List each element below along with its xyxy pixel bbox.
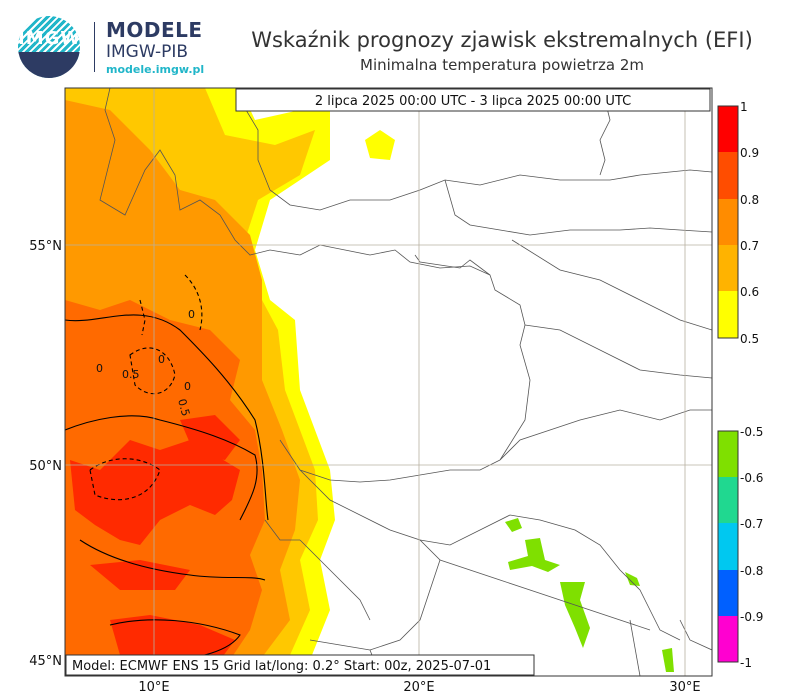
page-subtitle: Minimalna temperatura powietrza 2m <box>360 56 644 74</box>
contour-label: 0 <box>184 380 191 393</box>
colorbar-label: -0.8 <box>740 564 763 578</box>
logo-divider <box>94 22 95 72</box>
page-title: Wskaźnik prognozy zjawisk ekstremalnych … <box>251 28 753 52</box>
model-info: Model: ECMWF ENS 15 Grid lat/long: 0.2° … <box>72 659 491 674</box>
lon-label: 10°E <box>138 680 169 694</box>
colorbar-positive: 1 0.9 0.8 0.7 0.6 0.5 <box>717 100 759 346</box>
efi-negative-areas <box>505 518 674 672</box>
longitude-labels: 10°E 20°E 30°E <box>138 680 700 694</box>
period-box <box>235 88 711 112</box>
forecast-period: 2 lipca 2025 00:00 UTC - 3 lipca 2025 00… <box>315 94 631 109</box>
imgw-logo: IMGW MODELE IMGW-PIB modele.imgw.pl <box>18 16 204 78</box>
colorbar-swatch <box>718 477 738 523</box>
contour-label: 0 <box>188 308 195 321</box>
contour-label: 0 <box>96 362 103 375</box>
efi-field-0.9 <box>70 440 240 545</box>
map-frame <box>64 87 713 677</box>
colorbar-label: -0.7 <box>740 517 763 531</box>
colorbar-label: 1 <box>740 100 748 114</box>
colorbar-label: -0.6 <box>740 471 763 485</box>
colorbar-swatch <box>718 523 738 570</box>
colorbar-label: 0.5 <box>740 332 759 346</box>
logo-url[interactable]: modele.imgw.pl <box>106 63 205 76</box>
efi-field-0.9 <box>180 415 240 460</box>
colorbar-swatch <box>718 616 738 662</box>
logo-brand: MODELE <box>106 18 203 42</box>
colorbar-swatch <box>718 291 738 338</box>
colorbar-label: -0.9 <box>740 610 763 624</box>
latitude-labels: 55°N 50°N 45°N <box>29 239 62 669</box>
lon-label: 20°E <box>403 680 434 694</box>
colorbar-label: -1 <box>740 656 752 670</box>
contour-label: 0 <box>158 353 165 366</box>
colorbar-swatch <box>718 199 738 245</box>
colorbar-swatch <box>718 152 738 199</box>
contour-label: 0.5 <box>122 368 140 381</box>
colorbar-swatch <box>718 245 738 291</box>
graticule <box>65 88 712 676</box>
colorbar-negative: -0.5 -0.6 -0.7 -0.8 -0.9 -1 <box>717 425 763 670</box>
efi-field-0.9 <box>90 560 190 590</box>
colorbar-swatch <box>718 431 738 477</box>
colorbar-label: 0.8 <box>740 193 759 207</box>
logo-badge-text: IMGW <box>18 28 80 49</box>
colorbar-label: 0.9 <box>740 146 759 160</box>
contour-label: 0.5 <box>175 397 192 417</box>
footer-box <box>65 654 535 676</box>
efi-field-0.5 <box>365 130 395 160</box>
colorbar-label: 0.6 <box>740 285 759 299</box>
colorbar-swatch <box>718 106 738 152</box>
lat-label: 55°N <box>29 239 62 254</box>
lat-label: 45°N <box>29 654 62 669</box>
contour-labels: 0 0 0.5 0 0.5 0 <box>96 308 195 418</box>
lat-label: 50°N <box>29 459 62 474</box>
imgw-badge-icon: IMGW <box>18 16 80 78</box>
colorbar-swatch <box>718 570 738 616</box>
colorbar-label: 0.7 <box>740 239 759 253</box>
lon-label: 30°E <box>669 680 700 694</box>
logo-institute: IMGW-PIB <box>106 42 189 62</box>
efi-field-0.9 <box>110 615 235 665</box>
colorbar-label: -0.5 <box>740 425 763 439</box>
map-area: 0 0 0.5 0 0.5 0 <box>65 88 712 676</box>
